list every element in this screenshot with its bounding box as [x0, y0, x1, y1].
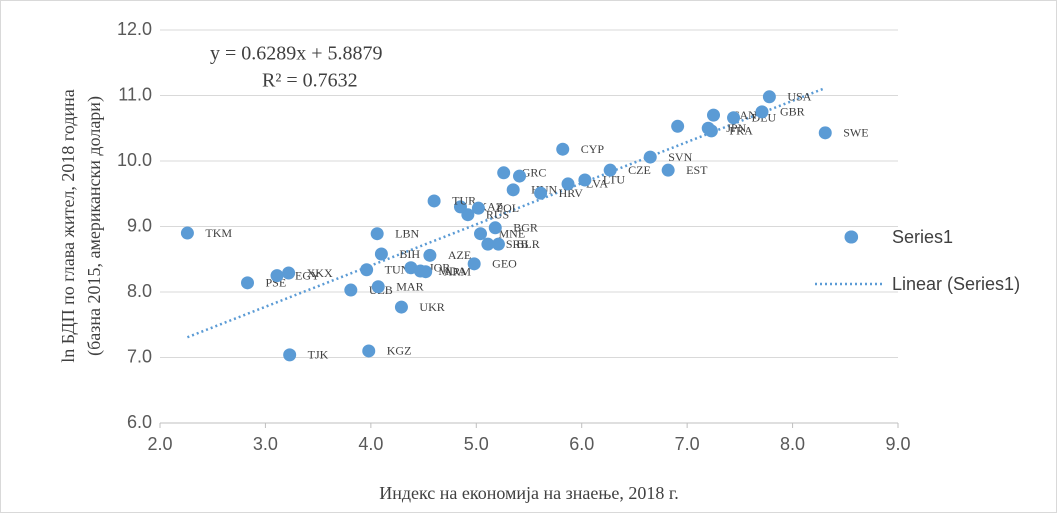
point-label: SWE — [843, 126, 868, 140]
point — [727, 111, 741, 125]
point-label: GBR — [780, 105, 805, 119]
point-label: LVA — [586, 177, 608, 191]
y-tick-label: 10.0 — [117, 150, 152, 170]
point — [453, 200, 467, 214]
point — [471, 201, 485, 215]
point — [513, 169, 527, 183]
point — [661, 163, 675, 177]
point — [374, 247, 388, 261]
point — [818, 126, 832, 140]
y-axis-label: (базна 2015, американски долари) — [84, 96, 105, 356]
y-tick-label: 12.0 — [117, 19, 152, 39]
point — [578, 173, 592, 187]
point-label: MDA — [438, 264, 466, 278]
point — [362, 344, 376, 358]
point — [481, 237, 495, 251]
y-tick-label: 7.0 — [127, 346, 152, 366]
point — [344, 283, 358, 297]
point — [701, 121, 715, 135]
point-label: GRC — [522, 166, 547, 180]
point-label: BGR — [513, 221, 538, 235]
point — [394, 300, 408, 314]
point-label: EST — [686, 163, 708, 177]
x-tick-label: 5.0 — [464, 434, 489, 454]
y-tick-label: 11.0 — [118, 84, 152, 104]
point-label: BLR — [516, 237, 539, 251]
point-label: CZE — [628, 163, 651, 177]
y-tick-label: 6.0 — [127, 412, 152, 432]
point-label: FRA — [729, 124, 753, 138]
equation: y = 0.6289x + 5.8879 — [210, 43, 383, 65]
point-label: SRB — [506, 237, 529, 251]
legend-marker — [844, 230, 858, 244]
point-label: LBN — [395, 226, 419, 240]
point — [603, 163, 617, 177]
point — [491, 237, 505, 251]
x-tick-label: 2.0 — [147, 434, 172, 454]
point — [370, 227, 384, 241]
point-label: BIH — [399, 247, 420, 261]
point-label: TUN — [385, 262, 410, 276]
point — [497, 166, 511, 180]
point-label: CYP — [581, 142, 605, 156]
point-label: KGZ — [387, 344, 412, 358]
point — [283, 348, 297, 362]
point — [506, 183, 520, 197]
point-label: SVN — [668, 150, 692, 164]
point — [241, 276, 255, 290]
y-axis-label: ln БДП по глава жител, 2018 година — [58, 89, 78, 363]
point — [467, 257, 481, 271]
point — [561, 177, 575, 191]
point — [488, 221, 502, 235]
point-label: XKX — [307, 266, 333, 280]
legend-label: Series1 — [892, 227, 953, 247]
legend-label: Linear (Series1) — [892, 274, 1020, 294]
point-label: GEO — [492, 257, 517, 271]
point-label: TKM — [205, 226, 232, 240]
point — [282, 266, 296, 280]
point-label: KAZ — [478, 200, 503, 214]
point — [556, 142, 570, 156]
point-label: POL — [496, 201, 519, 215]
point — [762, 90, 776, 104]
point-label: UKR — [419, 300, 444, 314]
point-label: USA — [787, 90, 811, 104]
x-tick-label: 9.0 — [885, 434, 910, 454]
point — [427, 194, 441, 208]
point — [643, 150, 657, 164]
x-tick-label: 3.0 — [253, 434, 278, 454]
x-axis-label: Индекс на економија на знаење, 2018 г. — [379, 483, 679, 503]
point-label: RUS — [486, 207, 509, 221]
point-label: MAR — [396, 280, 423, 294]
point — [755, 105, 769, 119]
x-tick-label: 7.0 — [675, 434, 700, 454]
x-tick-label: 6.0 — [569, 434, 594, 454]
x-tick-label: 8.0 — [780, 434, 805, 454]
point — [360, 263, 374, 277]
y-tick-label: 8.0 — [127, 281, 152, 301]
point-label: EGY — [295, 268, 320, 282]
trendline — [186, 86, 826, 339]
point-label: TJK — [308, 348, 329, 362]
point — [474, 227, 488, 241]
point — [707, 108, 720, 122]
point — [534, 186, 548, 200]
point-label: JPN — [726, 121, 746, 135]
point — [671, 119, 685, 133]
point-label: MNE — [499, 226, 526, 240]
point-label: ARM — [444, 264, 472, 278]
r-squared: R² = 0.7632 — [262, 70, 358, 92]
x-tick-label: 4.0 — [358, 434, 383, 454]
point — [419, 265, 433, 279]
point — [180, 226, 194, 240]
point — [423, 248, 437, 262]
point-label: AZE — [448, 248, 471, 262]
point — [270, 269, 284, 283]
point-label: TUR — [452, 194, 476, 208]
y-tick-label: 9.0 — [127, 215, 152, 235]
point — [371, 280, 385, 294]
point-label: JOR — [429, 261, 450, 275]
